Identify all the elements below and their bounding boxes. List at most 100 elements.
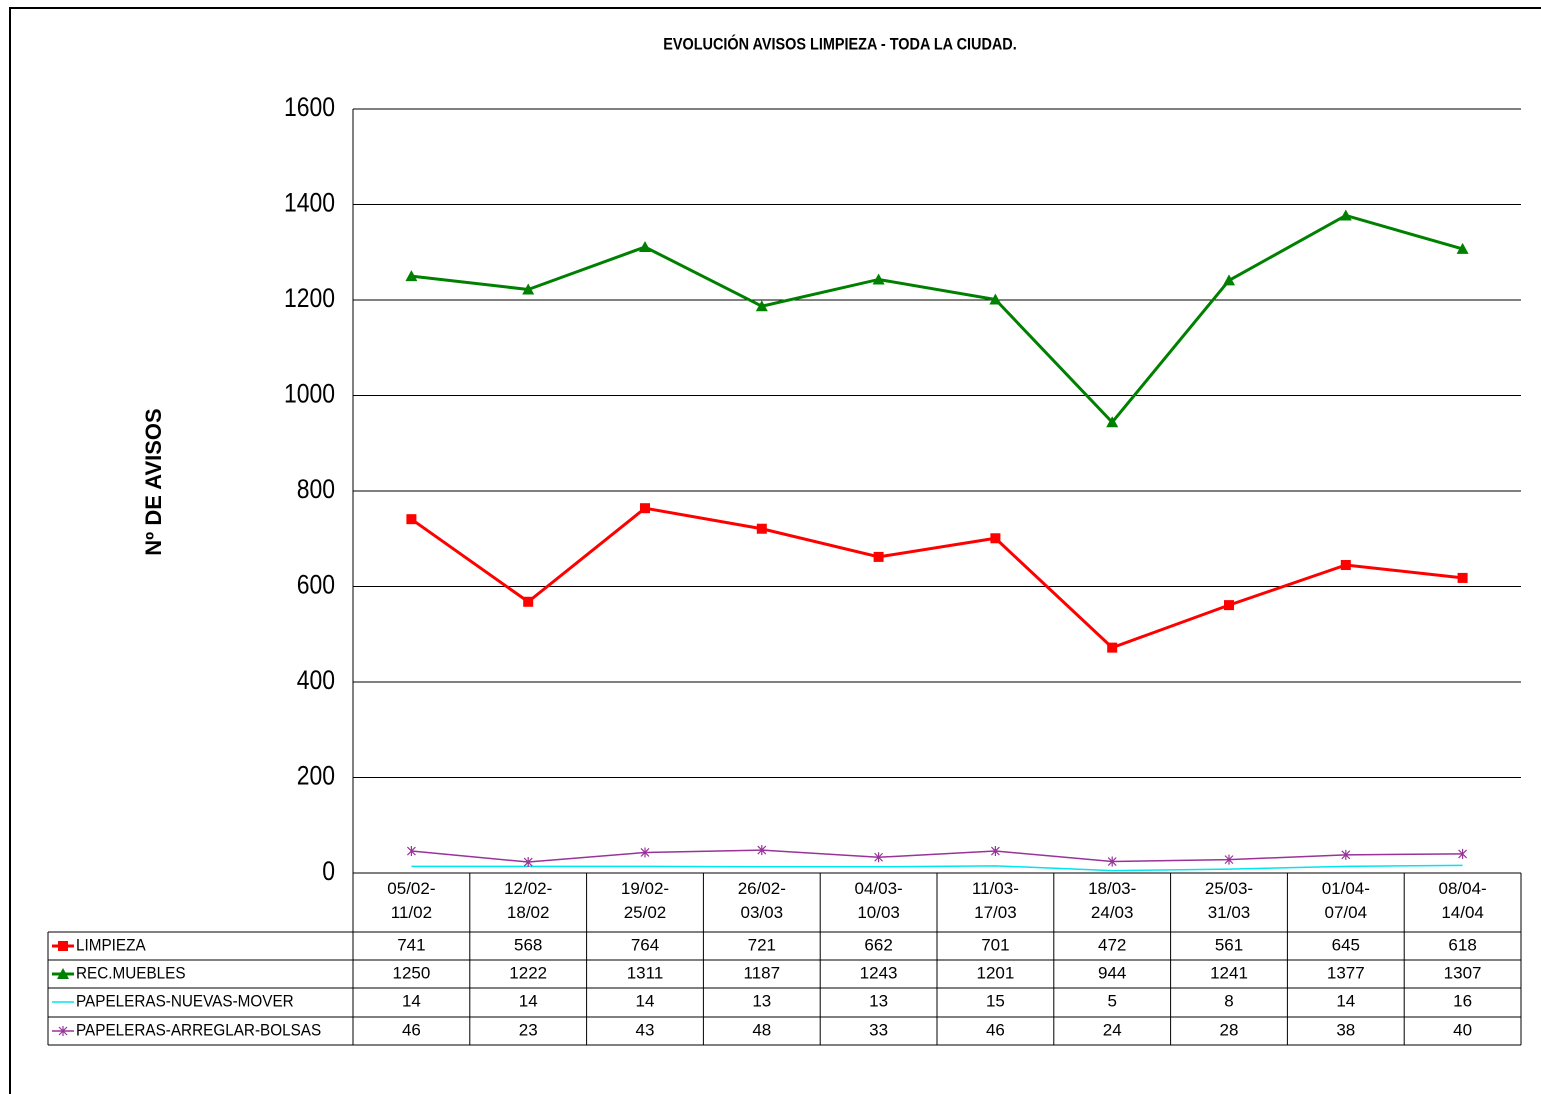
x-tick-label-line: 12/02- [504, 879, 552, 898]
table-value: 1187 [744, 963, 781, 982]
marker [639, 240, 651, 252]
table-value: 16 [1453, 991, 1472, 1010]
table-value: 618 [1448, 935, 1476, 954]
x-tick-label: 04/03- 10/03 [854, 879, 902, 922]
x-tick-label: 19/02- 25/02 [621, 879, 669, 922]
marker [989, 293, 1002, 305]
table-value: 1243 [860, 963, 898, 982]
x-tick-label-line: 31/03 [1208, 903, 1251, 922]
table-value: 13 [752, 991, 771, 1010]
marker [1107, 642, 1118, 653]
x-tick-label-line: 11/02 [391, 903, 432, 922]
y-tick-label: 0 [322, 856, 335, 886]
marker [990, 533, 1001, 544]
y-tick-label: 1400 [284, 188, 335, 218]
x-tick-label-line: 18/02 [507, 903, 550, 922]
marker [1106, 416, 1119, 428]
marker [58, 1026, 68, 1036]
marker [522, 283, 535, 295]
table-value: 1222 [509, 963, 547, 982]
x-tick-label-line: 11/03- [972, 879, 1019, 898]
table-value: 38 [1336, 1020, 1355, 1039]
table-value: 1307 [1444, 963, 1482, 982]
x-tick-label-line: 10/03 [857, 903, 900, 922]
y-tick-label: 200 [297, 761, 335, 791]
x-tick-label-line: 25/02 [624, 903, 667, 922]
y-tick-label: 600 [297, 570, 335, 600]
marker [57, 968, 69, 979]
y-tick-label: 400 [297, 665, 335, 695]
table-value: 33 [869, 1020, 888, 1039]
table-value: 1201 [976, 963, 1014, 982]
legend-label: LIMPIEZA [76, 936, 146, 955]
table-value: 14 [402, 991, 421, 1010]
table-value: 43 [636, 1020, 655, 1039]
x-tick-label-line: 08/04- [1438, 879, 1486, 898]
marker [873, 551, 884, 562]
table-value: 5 [1107, 991, 1116, 1010]
table-value: 721 [748, 935, 776, 954]
marker [1223, 274, 1235, 286]
series-line [411, 849, 1463, 863]
marker [1341, 849, 1351, 860]
marker [406, 514, 417, 525]
marker [405, 270, 418, 282]
x-tick-label-line: 26/02- [738, 879, 786, 898]
y-axis-label: Nº DE AVISOS [141, 408, 166, 555]
marker [874, 852, 884, 863]
marker [1457, 572, 1468, 583]
table-value: 13 [869, 991, 888, 1010]
x-tick-label-line: 04/03- [854, 879, 902, 898]
table-value: 568 [514, 935, 542, 954]
table-value: 645 [1332, 935, 1360, 954]
marker [1456, 242, 1469, 254]
table-value: 701 [981, 935, 1009, 954]
x-tick-label-line: 24/03 [1091, 903, 1134, 922]
marker [523, 857, 533, 868]
legend-label: PAPELERAS-NUEVAS-MOVER [76, 992, 294, 1011]
marker [58, 941, 68, 951]
table-value: 1250 [392, 963, 430, 982]
marker [757, 845, 767, 856]
table-value: 944 [1098, 963, 1126, 982]
marker [1107, 856, 1117, 867]
table-value: 40 [1453, 1020, 1472, 1039]
marker [1458, 848, 1468, 859]
table-value: 1377 [1327, 963, 1365, 982]
x-tick-label: 05/02- 11/02 [387, 879, 435, 922]
x-tick-label: 11/03- 17/03 [972, 879, 1019, 922]
table-value: 561 [1215, 935, 1243, 954]
table-value: 741 [397, 935, 425, 954]
marker [640, 503, 650, 514]
x-tick-label-line: 18/03- [1088, 879, 1136, 898]
x-tick-label-line: 01/04- [1322, 879, 1370, 898]
table-value: 46 [402, 1020, 421, 1039]
marker [990, 846, 1000, 857]
table-value: 764 [631, 935, 659, 954]
marker [1339, 209, 1352, 221]
marker [1224, 600, 1234, 611]
x-tick-label-line: 14/04 [1441, 903, 1484, 922]
table-value: 24 [1103, 1020, 1122, 1039]
y-tick-label: 1600 [284, 92, 335, 122]
y-tick-label: 1000 [284, 379, 335, 409]
x-tick-label: 01/04- 07/04 [1322, 879, 1370, 922]
x-tick-label: 25/03- 31/03 [1205, 879, 1253, 922]
y-tick-label: 1200 [284, 283, 335, 313]
table-value: 15 [986, 991, 1005, 1010]
table-value: 1241 [1210, 963, 1248, 982]
marker [406, 846, 416, 857]
series-line [411, 864, 1463, 872]
table-value: 1311 [627, 963, 664, 982]
marker [1224, 854, 1234, 865]
x-tick-label: 26/02- 03/03 [738, 879, 786, 922]
table-value: 14 [519, 991, 538, 1010]
table-value: 48 [752, 1020, 771, 1039]
x-tick-label: 18/03- 24/03 [1088, 879, 1136, 922]
legend-label: PAPELERAS-ARREGLAR-BOLSAS [76, 1021, 321, 1040]
x-tick-label-line: 07/04 [1325, 903, 1368, 922]
marker [640, 847, 650, 858]
marker [755, 300, 768, 312]
x-tick-label: 08/04- 14/04 [1438, 879, 1486, 922]
